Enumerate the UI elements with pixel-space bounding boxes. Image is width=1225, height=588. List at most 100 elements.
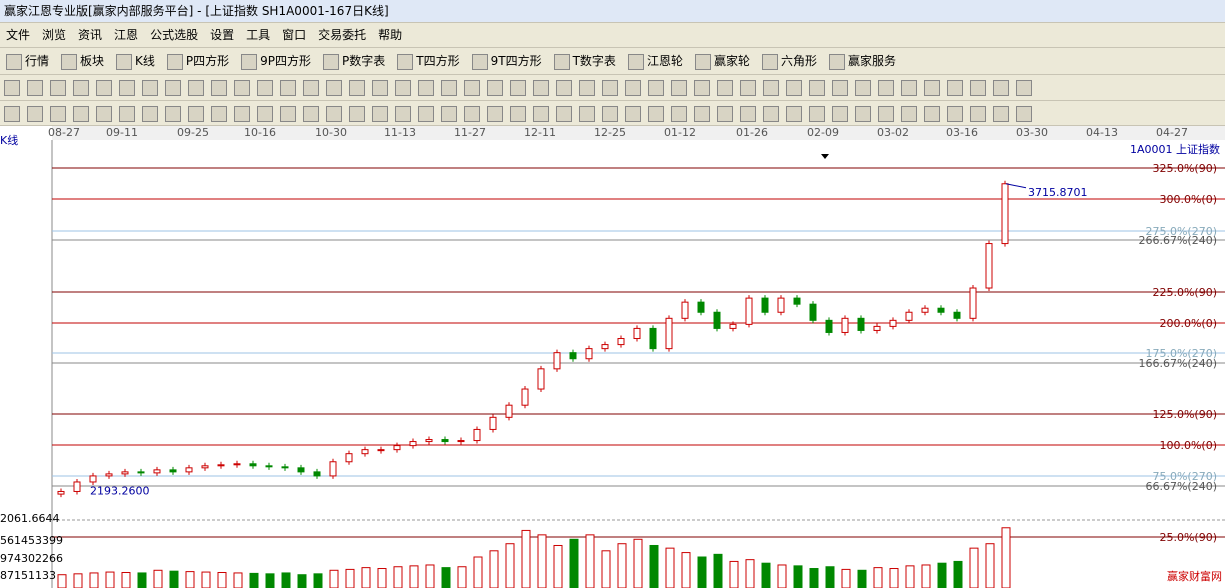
icon-button[interactable] (395, 106, 411, 122)
icon-button[interactable] (648, 80, 664, 96)
icon-button[interactable] (27, 80, 43, 96)
icon-button[interactable] (487, 80, 503, 96)
icon-button[interactable] (648, 106, 664, 122)
icon-button[interactable] (280, 106, 296, 122)
icon-button[interactable] (27, 106, 43, 122)
icon-button[interactable] (763, 106, 779, 122)
icon-button[interactable] (740, 106, 756, 122)
icon-button[interactable] (142, 106, 158, 122)
icon-button[interactable] (234, 106, 250, 122)
icon-button[interactable] (487, 106, 503, 122)
icon-button[interactable] (280, 80, 296, 96)
icon-button[interactable] (533, 106, 549, 122)
icon-button[interactable] (694, 80, 710, 96)
icon-button[interactable] (993, 106, 1009, 122)
icon-button[interactable] (4, 106, 20, 122)
icon-button[interactable] (809, 80, 825, 96)
icon-button[interactable] (349, 80, 365, 96)
icon-button[interactable] (464, 80, 480, 96)
icon-button[interactable] (740, 80, 756, 96)
icon-button[interactable] (947, 106, 963, 122)
icon-button[interactable] (924, 80, 940, 96)
icon-button[interactable] (165, 80, 181, 96)
icon-button[interactable] (832, 106, 848, 122)
icon-button[interactable] (326, 106, 342, 122)
icon-button[interactable] (441, 80, 457, 96)
menu-item[interactable]: 浏览 (42, 28, 67, 42)
icon-button[interactable] (763, 80, 779, 96)
icon-button[interactable] (464, 106, 480, 122)
icon-button[interactable] (579, 80, 595, 96)
menu-item[interactable]: 窗口 (282, 28, 307, 42)
icon-button[interactable] (970, 80, 986, 96)
icon-button[interactable] (142, 80, 158, 96)
icon-button[interactable] (119, 80, 135, 96)
toolbar-button[interactable]: K线 (116, 48, 155, 74)
toolbar-button[interactable]: 赢家服务 (828, 48, 896, 74)
icon-button[interactable] (510, 106, 526, 122)
icon-button[interactable] (119, 106, 135, 122)
menu-item[interactable]: 公式选股 (150, 28, 199, 42)
toolbar-button[interactable]: 9P四方形 (241, 48, 311, 74)
icon-button[interactable] (326, 80, 342, 96)
menu-item[interactable]: 设置 (210, 28, 235, 42)
icon-button[interactable] (901, 106, 917, 122)
icon-button[interactable] (73, 106, 89, 122)
icon-button[interactable] (855, 80, 871, 96)
icon-button[interactable] (303, 80, 319, 96)
icon-button[interactable] (96, 80, 112, 96)
icon-button[interactable] (556, 80, 572, 96)
icon-button[interactable] (924, 106, 940, 122)
icon-button[interactable] (625, 80, 641, 96)
icon-button[interactable] (717, 106, 733, 122)
icon-button[interactable] (671, 80, 687, 96)
toolbar-button[interactable]: T四方形 (397, 48, 460, 74)
icon-button[interactable] (257, 106, 273, 122)
icon-button[interactable] (832, 80, 848, 96)
icon-button[interactable] (349, 106, 365, 122)
icon-button[interactable] (809, 106, 825, 122)
toolbar-button[interactable]: 江恩轮 (627, 48, 683, 74)
icon-button[interactable] (50, 106, 66, 122)
icon-button[interactable] (901, 80, 917, 96)
toolbar-button[interactable]: 赢家轮 (694, 48, 750, 74)
toolbar-button[interactable]: T数字表 (553, 48, 616, 74)
toolbar-button[interactable]: P数字表 (323, 48, 385, 74)
menu-item[interactable]: 资讯 (78, 28, 103, 42)
icon-button[interactable] (1016, 80, 1032, 96)
icon-button[interactable] (556, 106, 572, 122)
icon-button[interactable] (418, 80, 434, 96)
icon-button[interactable] (441, 106, 457, 122)
icon-button[interactable] (234, 80, 250, 96)
icon-button[interactable] (878, 80, 894, 96)
icon-button[interactable] (671, 106, 687, 122)
icon-button[interactable] (993, 80, 1009, 96)
menu-item[interactable]: 帮助 (378, 28, 403, 42)
icon-button[interactable] (855, 106, 871, 122)
icon-button[interactable] (188, 106, 204, 122)
icon-button[interactable] (786, 106, 802, 122)
icon-button[interactable] (970, 106, 986, 122)
toolbar-button[interactable]: P四方形 (166, 48, 229, 74)
icon-button[interactable] (878, 106, 894, 122)
icon-button[interactable] (786, 80, 802, 96)
icon-button[interactable] (372, 80, 388, 96)
icon-button[interactable] (4, 80, 20, 96)
icon-button[interactable] (372, 106, 388, 122)
icon-button[interactable] (510, 80, 526, 96)
icon-button[interactable] (96, 106, 112, 122)
icon-button[interactable] (1016, 106, 1032, 122)
icon-button[interactable] (257, 80, 273, 96)
icon-button[interactable] (73, 80, 89, 96)
menu-item[interactable]: 江恩 (114, 28, 139, 42)
icon-button[interactable] (602, 106, 618, 122)
icon-button[interactable] (947, 80, 963, 96)
toolbar-button[interactable]: 六角形 (761, 48, 817, 74)
icon-button[interactable] (395, 80, 411, 96)
icon-button[interactable] (303, 106, 319, 122)
icon-button[interactable] (418, 106, 434, 122)
icon-button[interactable] (533, 80, 549, 96)
icon-button[interactable] (717, 80, 733, 96)
icon-button[interactable] (625, 106, 641, 122)
icon-button[interactable] (694, 106, 710, 122)
